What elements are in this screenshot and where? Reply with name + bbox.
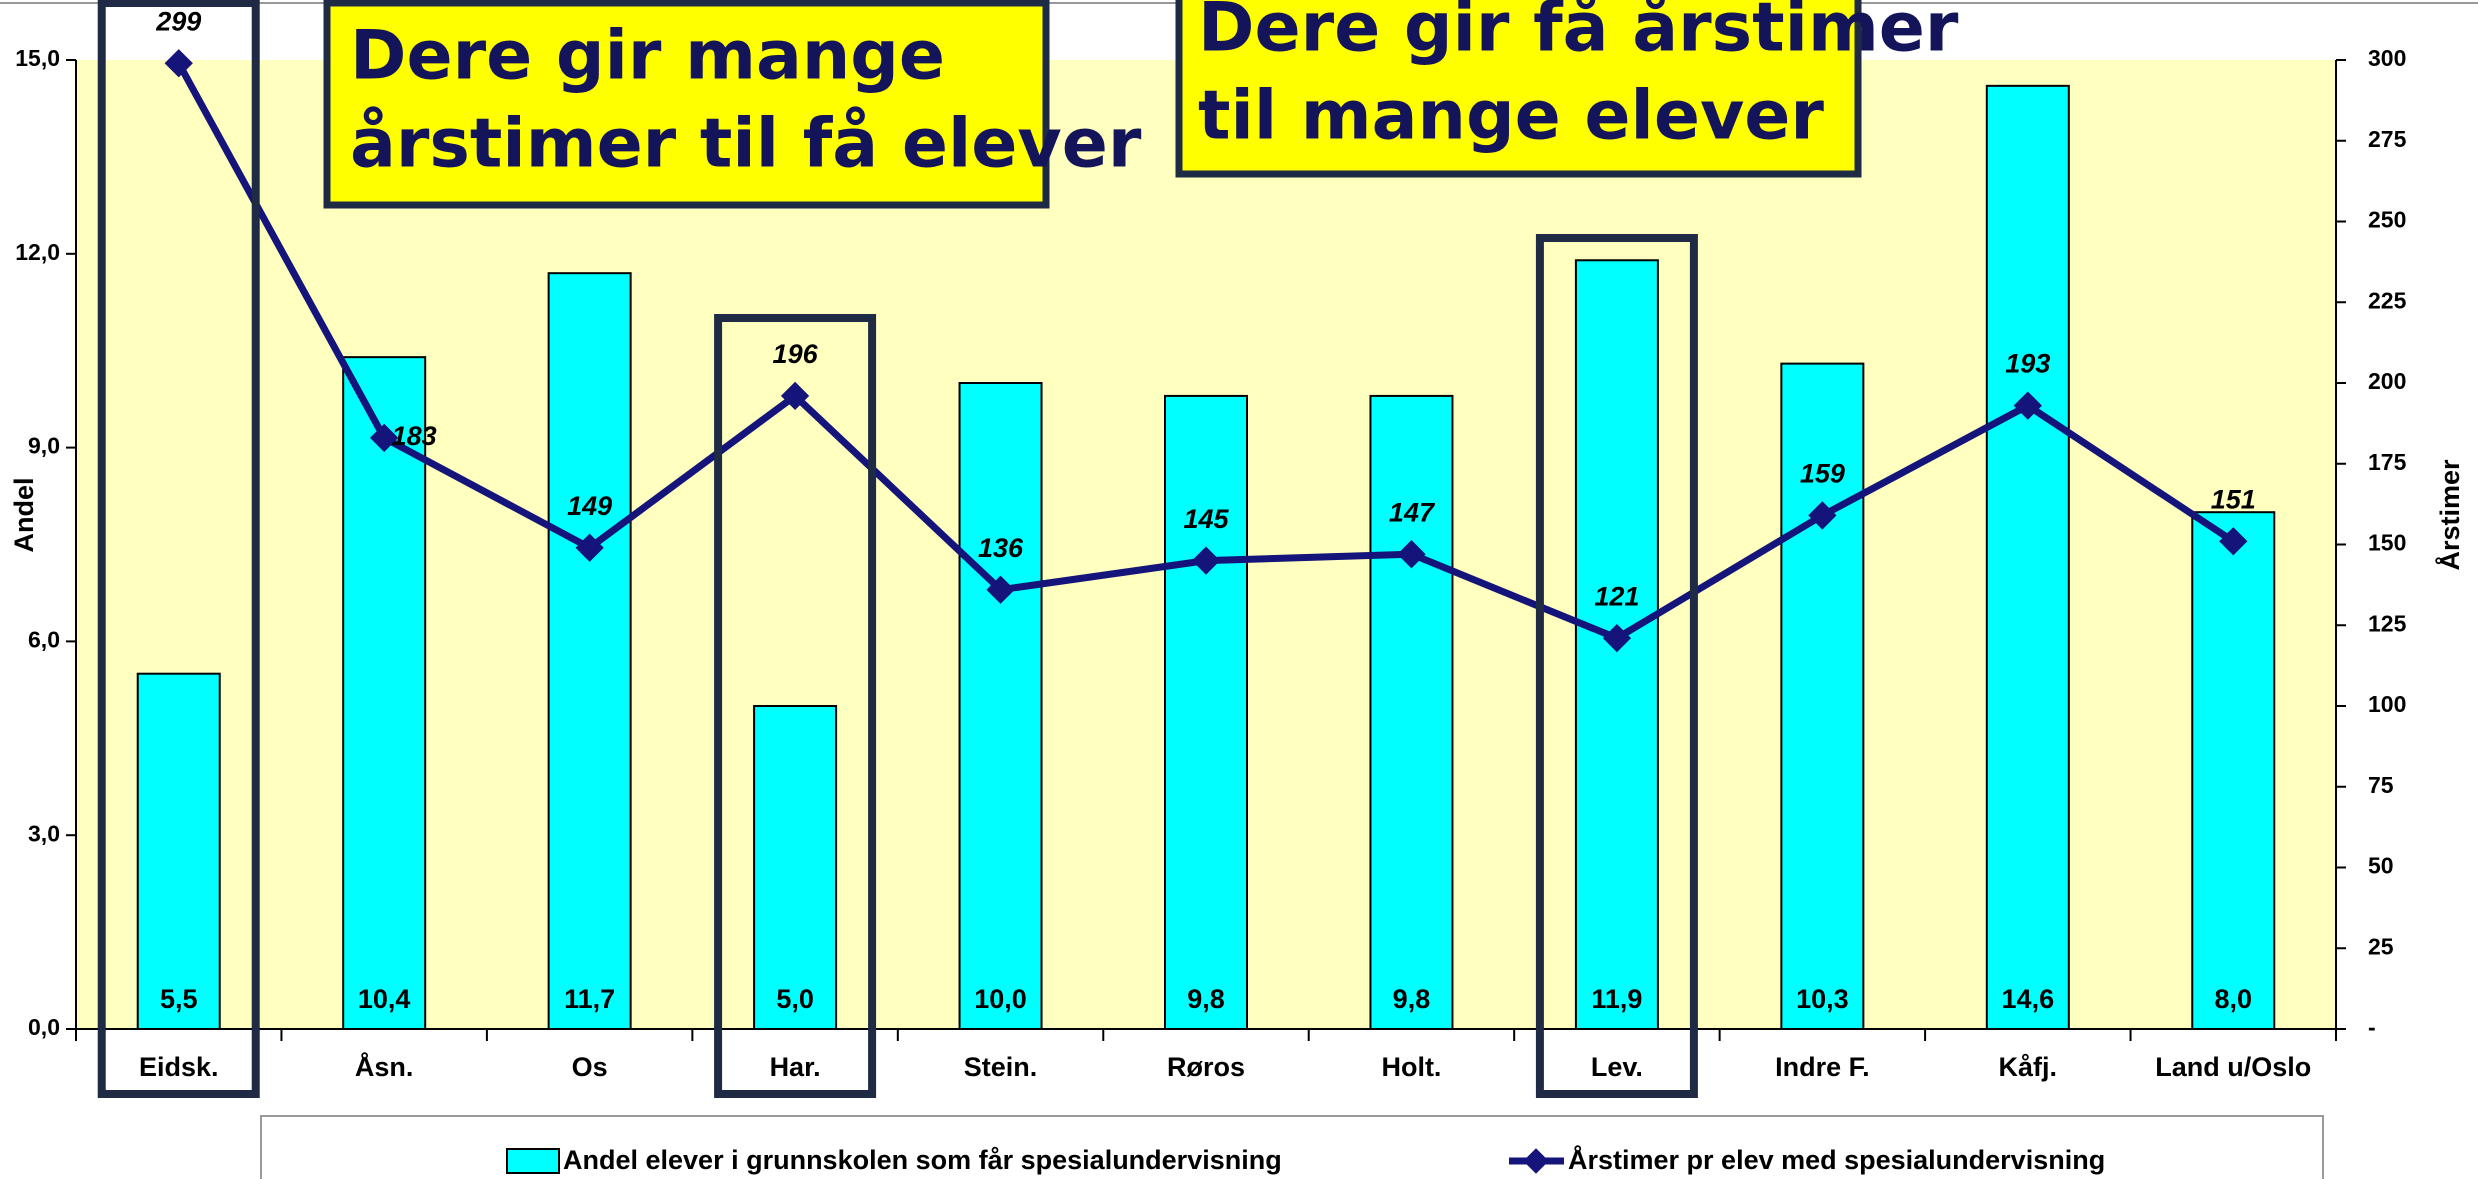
y-axis-label: Andel — [9, 477, 39, 552]
bar — [547, 272, 632, 1030]
x-tick-label: Stein. — [964, 1052, 1038, 1082]
y2-tick-label: 100 — [2368, 691, 2406, 717]
annotation-text: årstimer til få elever — [350, 105, 1142, 184]
line-marker — [575, 533, 604, 562]
y-tick-label: 6,0 — [28, 626, 60, 652]
line-marker — [2219, 527, 2248, 556]
y2-tick-label: 25 — [2368, 933, 2394, 959]
line-value-label: 145 — [1183, 504, 1229, 534]
bar — [342, 356, 427, 1031]
line-value-label: 159 — [1800, 459, 1845, 489]
highlight-box — [1535, 234, 1698, 1098]
y2-axis-label: Årstimer — [2434, 459, 2465, 571]
line-marker — [370, 423, 399, 453]
y2-tick-label: 275 — [2368, 126, 2407, 152]
y-tick-label: 9,0 — [28, 433, 60, 459]
highlight-box — [97, 0, 260, 1098]
line-marker — [1397, 540, 1426, 569]
legend-swatch — [506, 1148, 560, 1174]
bar-value-label: 5,0 — [776, 984, 814, 1014]
legend-label: Andel elever i grunnskolen som får spesi… — [563, 1145, 1282, 1175]
y2-tick-label: 75 — [2368, 772, 2394, 798]
bar-value-label: 10,0 — [974, 984, 1027, 1014]
bar — [1369, 394, 1454, 1031]
y2-tick-label: 225 — [2368, 287, 2407, 313]
x-tick-label: Kåfj. — [1999, 1052, 2058, 1082]
bar — [958, 382, 1043, 1030]
y-tick-label: 0,0 — [28, 1014, 60, 1040]
legend-label: Årstimer pr elev med spesialundervisning — [1568, 1144, 2105, 1175]
line-value-label: 193 — [2005, 349, 2050, 379]
x-tick-label: Røros — [1167, 1052, 1245, 1082]
y2-tick-label: 250 — [2368, 207, 2406, 233]
bar — [1164, 394, 1248, 1031]
y2-tick-label: 50 — [2368, 853, 2394, 879]
bar — [1985, 84, 2070, 1030]
y2-tick-label: 200 — [2368, 368, 2406, 394]
x-tick-label: Land u/Oslo — [2155, 1052, 2311, 1082]
y-tick-label: 12,0 — [15, 239, 60, 265]
line-marker — [986, 575, 1015, 604]
x-tick-label: Lev. — [1591, 1052, 1643, 1082]
y-tick-label: 15,0 — [15, 45, 60, 71]
bar-value-label: 5,5 — [160, 984, 198, 1014]
bar-value-label: 9,8 — [1187, 984, 1225, 1014]
line-value-label: 136 — [978, 533, 1024, 563]
bar-value-label: 10,3 — [1796, 984, 1849, 1014]
annotation-text: Dere gir få årstimer — [1198, 0, 1959, 68]
line-value-label: 151 — [2211, 484, 2256, 514]
bar-value-label: 14,6 — [2002, 984, 2055, 1014]
bar — [753, 705, 838, 1030]
legend-box — [260, 1115, 2324, 1179]
y2-tick-label: 300 — [2368, 45, 2406, 71]
bar — [2191, 511, 2276, 1030]
x-tick-label: Indre F. — [1775, 1052, 1870, 1082]
y2-tick-label: - — [2368, 1014, 2376, 1040]
y-tick-label: 3,0 — [28, 820, 60, 846]
line-marker — [2013, 391, 2042, 420]
x-tick-label: Holt. — [1381, 1052, 1441, 1082]
annotation-text: til mange elever — [1198, 77, 1824, 156]
line-marker — [780, 381, 810, 411]
line-marker — [1602, 624, 1632, 653]
line-value-label: 147 — [1389, 497, 1436, 527]
line-value-label: 299 — [155, 6, 201, 36]
bar-value-label: 11,9 — [1591, 984, 1642, 1014]
bar-value-label: 10,4 — [358, 984, 411, 1014]
x-tick-label: Os — [572, 1052, 608, 1082]
highlight-box — [714, 314, 877, 1098]
line-value-label: 183 — [392, 421, 437, 451]
line-marker — [1191, 546, 1221, 575]
annotation-box — [323, 0, 1050, 209]
y2-tick-label: 150 — [2368, 530, 2406, 556]
y2-tick-label: 175 — [2368, 449, 2407, 475]
line-value-label: 121 — [1594, 581, 1639, 611]
x-tick-label: Har. — [770, 1052, 821, 1082]
bar-value-label: 9,8 — [1393, 984, 1431, 1014]
line-value-label: 196 — [773, 339, 819, 369]
bar-value-label: 8,0 — [2214, 984, 2252, 1014]
bar — [136, 672, 221, 1030]
x-tick-label: Eidsk. — [139, 1052, 219, 1082]
bar-value-label: 11,7 — [564, 984, 615, 1014]
y2-tick-label: 125 — [2368, 610, 2407, 636]
line-marker — [1808, 501, 1837, 530]
line-value-label: 149 — [567, 491, 612, 521]
annotation-text: Dere gir mange — [350, 17, 945, 96]
x-tick-label: Åsn. — [355, 1051, 414, 1082]
annotation-box — [1175, 0, 1862, 178]
